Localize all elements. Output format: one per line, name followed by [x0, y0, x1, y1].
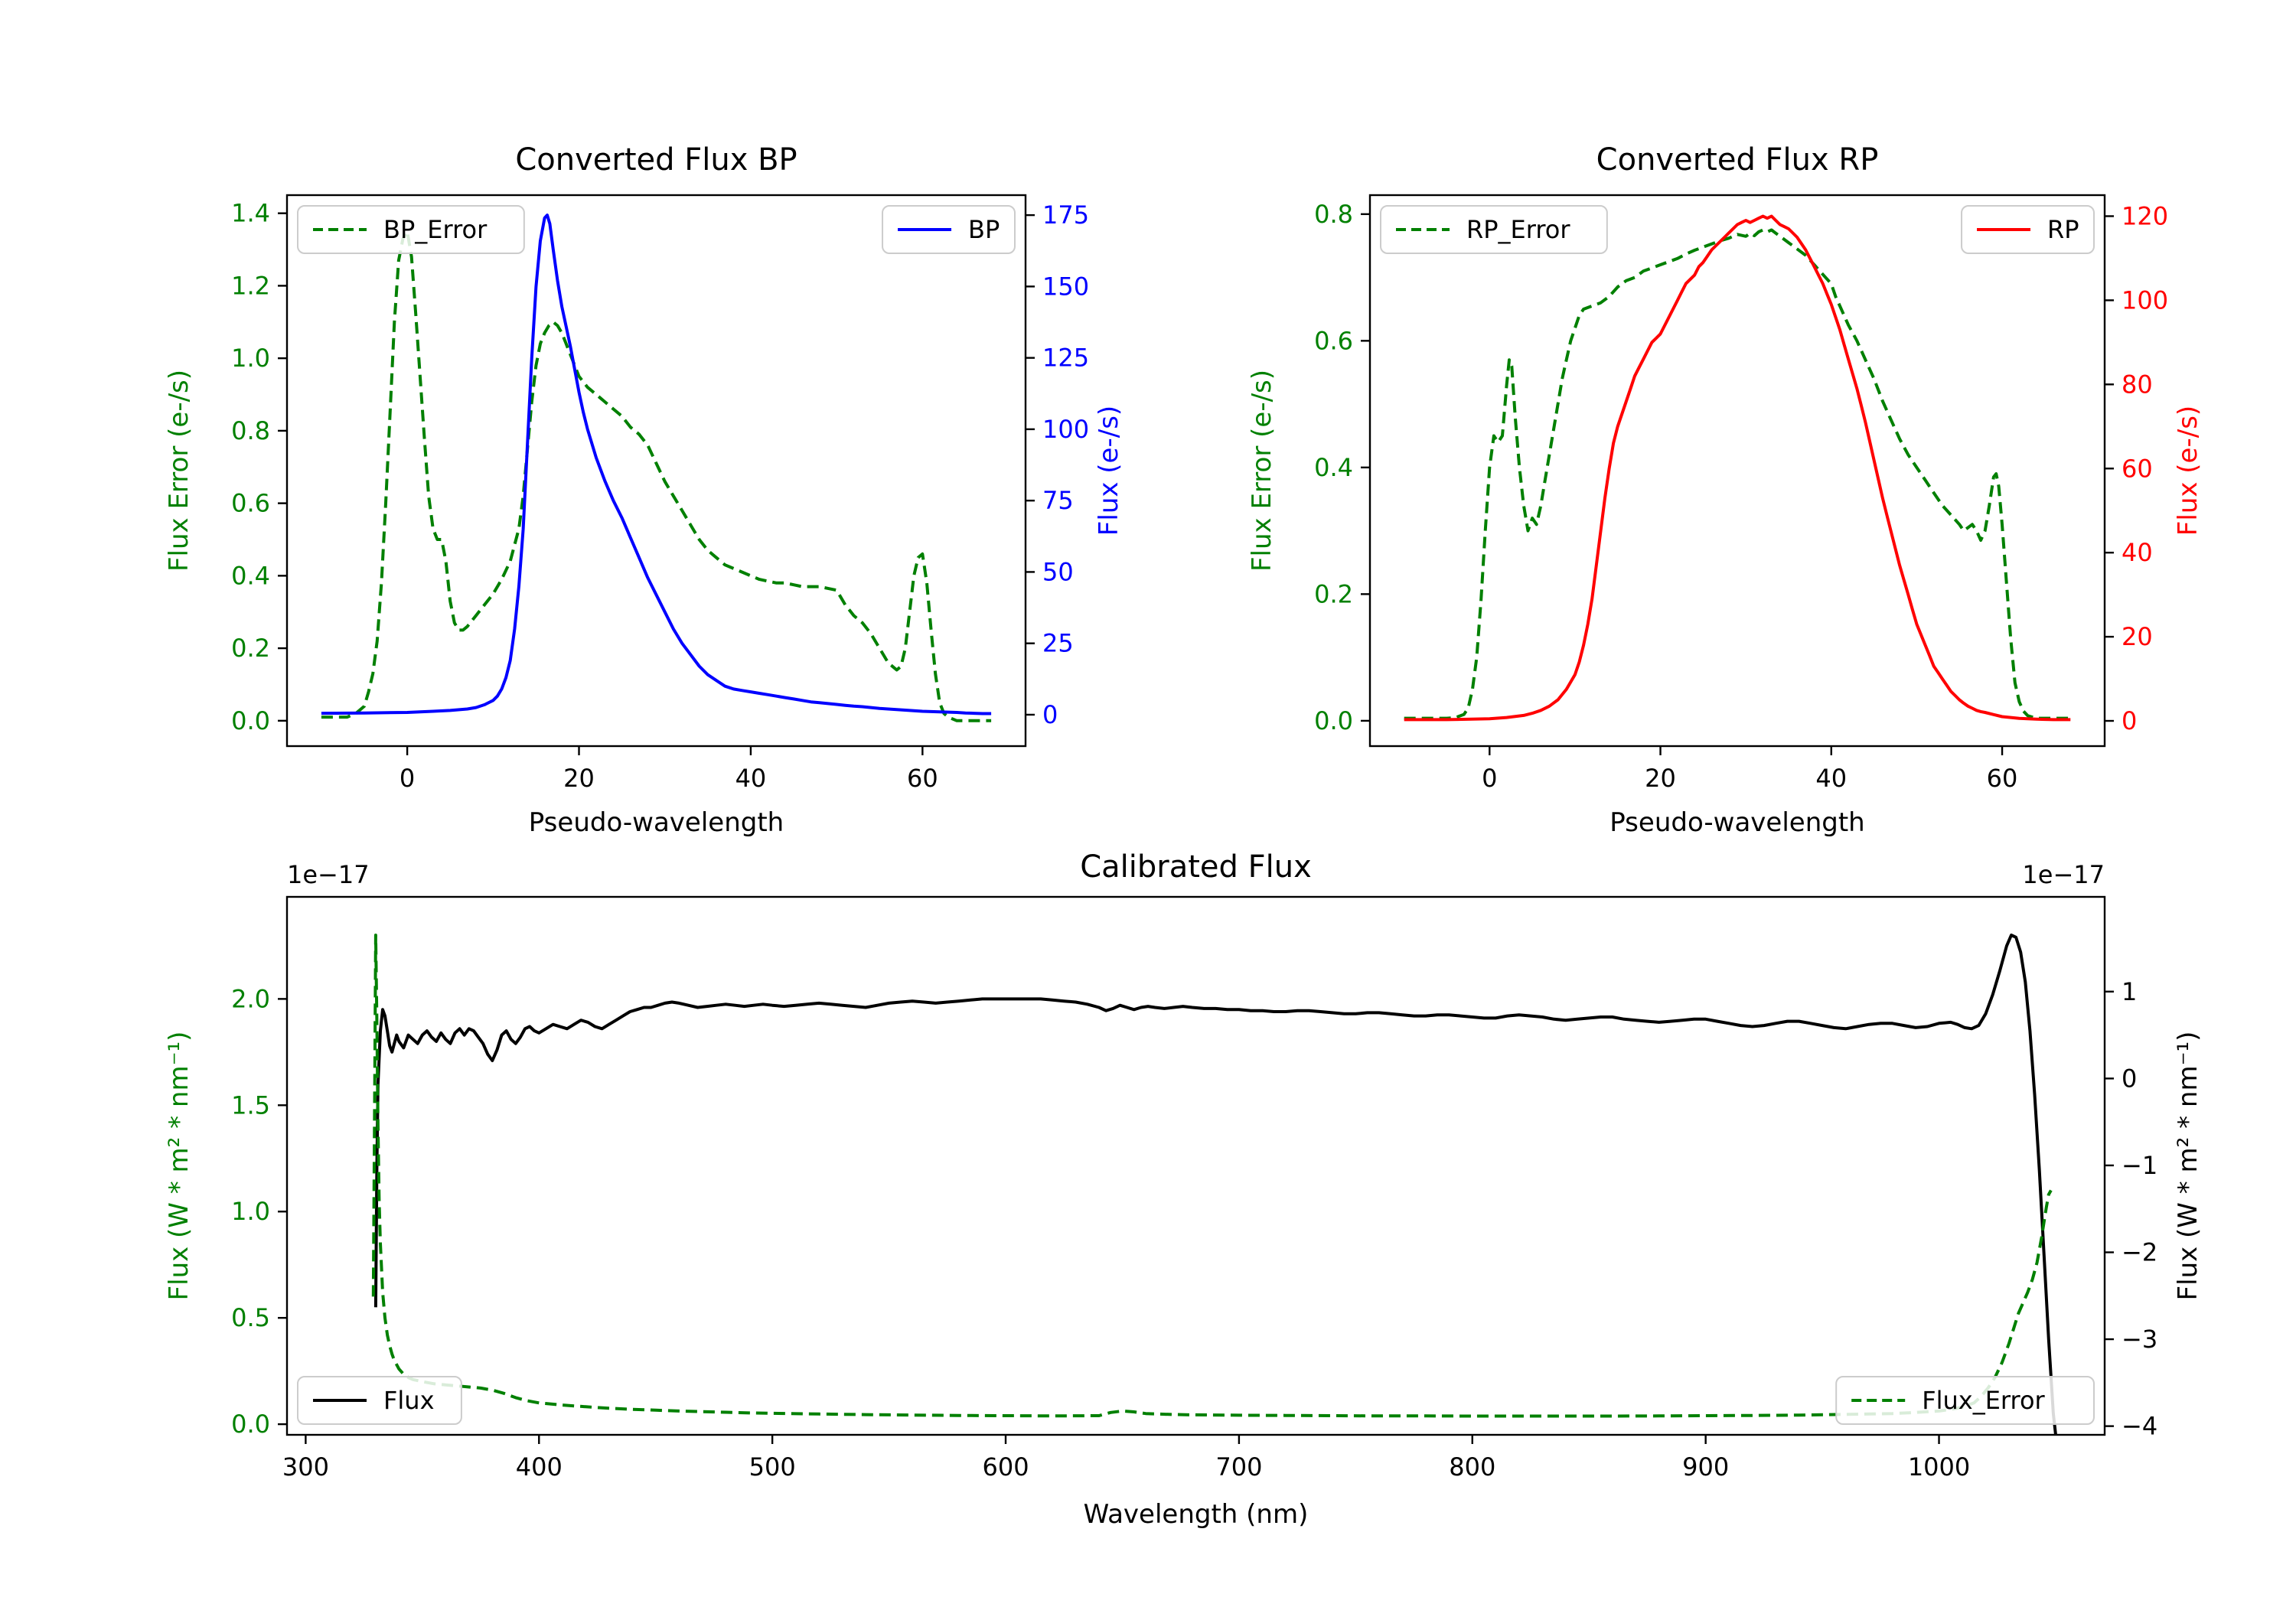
x-tick-label: 700 [1215, 1452, 1262, 1482]
right-tick-label: 100 [1042, 415, 1089, 444]
legend-label: RP [2047, 215, 2079, 244]
x-tick-label: 900 [1682, 1452, 1729, 1482]
left-tick-label: 1.5 [231, 1090, 270, 1120]
x-axis-label: Pseudo-wavelength [1609, 807, 1864, 838]
left-tick-label: 0.5 [231, 1303, 270, 1332]
right-tick-label: 25 [1042, 629, 1074, 658]
axes-frame [1368, 194, 2106, 748]
x-tick-label: 60 [907, 764, 938, 793]
left-tick-label: 0.8 [231, 416, 270, 445]
right-tick-label: 20 [2122, 622, 2153, 651]
right-tick-label: −1 [2122, 1151, 2157, 1180]
right-tick-label: −2 [2122, 1238, 2157, 1267]
legend-flux-error: Flux_Error [1835, 1376, 2095, 1425]
left-axis-label: Flux (W * m² * nm⁻¹) [164, 1032, 194, 1301]
left-tick-label: 0.0 [231, 706, 270, 735]
x-tick-label: 60 [1987, 764, 2018, 793]
chart-converted-flux-bp: 0 20 40 60 0.0 0.2 0.4 0.6 0.8 1.0 1.2 1.4 Flux Erro… [164, 142, 1124, 838]
x-tick-label: 20 [563, 764, 595, 793]
x-tick-label: 20 [1645, 764, 1676, 793]
x-axis-label: Wavelength (nm) [1084, 1499, 1309, 1530]
x-axis-label: Pseudo-wavelength [529, 807, 784, 838]
left-axis-label: Flux Error (e-/s) [164, 370, 194, 572]
legend-bp: BP [882, 205, 1016, 254]
left-tick-label: 0.4 [231, 561, 270, 590]
left-tick-label: 0.0 [231, 1410, 270, 1439]
legend-box [297, 205, 525, 254]
series-rp-error-line [1404, 228, 2071, 720]
right-tick-label: 50 [1042, 557, 1074, 586]
legend-label: Flux [383, 1386, 435, 1415]
legend-flux: Flux [297, 1376, 462, 1425]
x-tick-label: 300 [282, 1452, 329, 1482]
right-axis-label: Flux (e-/s) [2173, 406, 2203, 536]
right-tick-label: 0 [2122, 706, 2137, 735]
x-tick-label: 0 [1482, 764, 1497, 793]
right-tick-label: 80 [2122, 370, 2153, 399]
chart-converted-flux-rp: 0 20 40 60 0.0 0.2 0.4 0.6 0.8 Flux Error (e-/s) 0… [1247, 142, 2203, 838]
chart-title: Calibrated Flux [1080, 849, 1312, 885]
left-tick-label: 0.4 [1314, 453, 1353, 482]
chart-title: Converted Flux RP [1596, 142, 1879, 178]
x-tick-label: 40 [735, 764, 767, 793]
left-tick-label: 1.0 [231, 1197, 270, 1226]
left-tick-label: 0.8 [1314, 200, 1353, 229]
series-rp-line [1404, 214, 2071, 722]
legend-bp-error: BP_Error [297, 205, 525, 254]
right-axis-label: Flux (W * m² * nm⁻¹) [2173, 1032, 2203, 1301]
offset-text-left: 1e−17 [287, 860, 370, 889]
series-bp-line [321, 214, 992, 715]
right-tick-label: 60 [2122, 454, 2153, 483]
x-tick-label: 1000 [1908, 1452, 1970, 1482]
x-tick-label: 40 [1815, 764, 1847, 793]
legend-box [1380, 205, 1608, 254]
offset-text-right: 1e−17 [2022, 860, 2105, 889]
left-tick-label: 0.2 [1314, 579, 1353, 608]
legend-box [297, 1376, 462, 1425]
legend-rp-error: RP_Error [1380, 205, 1608, 254]
right-axis-label: Flux (e-/s) [1094, 406, 1124, 536]
left-tick-label: 0.2 [231, 634, 270, 663]
left-axis-label: Flux Error (e-/s) [1247, 370, 1277, 572]
right-tick-label: 0 [2122, 1064, 2137, 1093]
right-tick-label: 120 [2122, 201, 2168, 230]
left-tick-label: 1.0 [231, 344, 270, 373]
right-tick-label: 0 [1042, 700, 1058, 729]
legend-label: RP_Error [1466, 215, 1570, 244]
right-tick-label: 125 [1042, 344, 1089, 373]
axes-frame [285, 895, 2106, 1436]
right-tick-label: −4 [2122, 1412, 2157, 1441]
x-tick-label: 0 [400, 764, 415, 793]
right-tick-label: 150 [1042, 272, 1089, 301]
legend-label: BP_Error [383, 215, 488, 244]
right-tick-label: 175 [1042, 200, 1089, 230]
series-flux-line [373, 934, 2057, 1436]
series-bp-error-line [321, 230, 992, 722]
x-tick-label: 800 [1449, 1452, 1495, 1482]
right-tick-label: −3 [2122, 1325, 2157, 1354]
x-tick-label: 500 [749, 1452, 796, 1482]
legend-box [1835, 1376, 2095, 1425]
left-tick-label: 0.6 [1314, 326, 1353, 355]
right-tick-label: 40 [2122, 538, 2153, 567]
axes-frame [285, 194, 1027, 748]
right-tick-label: 75 [1042, 486, 1074, 515]
left-tick-label: 1.2 [231, 271, 270, 300]
right-tick-label: 100 [2122, 285, 2168, 315]
x-tick-label: 600 [982, 1452, 1029, 1482]
x-tick-label: 400 [516, 1452, 563, 1482]
legend-rp: RP [1961, 205, 2095, 254]
left-tick-label: 2.0 [231, 984, 270, 1013]
left-tick-label: 0.0 [1314, 706, 1353, 735]
legend-label: Flux_Error [1922, 1386, 2045, 1415]
right-tick-label: 1 [2122, 977, 2137, 1006]
chart-title: Converted Flux BP [515, 142, 797, 178]
left-tick-label: 1.4 [231, 199, 270, 228]
chart-calibrated-flux: 300 400 500 600 700 800 900 1000 0.0 0.5 1.0 1.5 2.0… [164, 849, 2203, 1530]
left-tick-label: 0.6 [231, 489, 270, 518]
legend-label: BP [968, 215, 1000, 244]
